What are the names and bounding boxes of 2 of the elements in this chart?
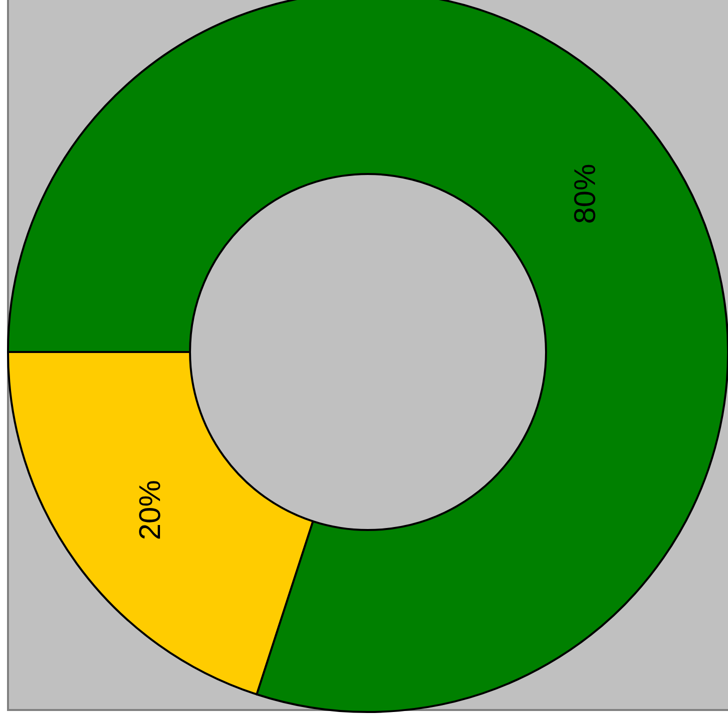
data-label: 20% [134,480,167,540]
data-label: 80% [569,164,602,224]
